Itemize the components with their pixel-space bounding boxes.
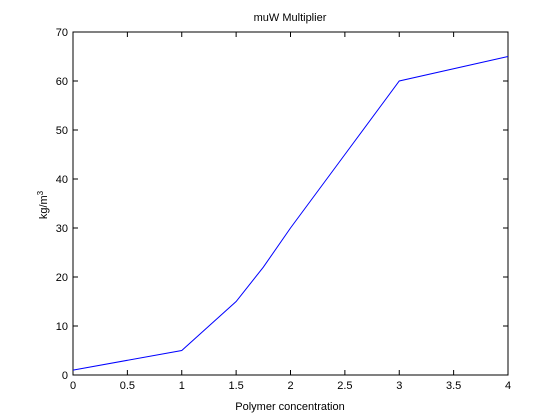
y-tick-label: 10 [56, 321, 68, 333]
y-tick-label: 70 [56, 27, 68, 39]
y-tick-label: 0 [62, 370, 68, 382]
x-axis-label: Polymer concentration [235, 401, 344, 413]
x-tick-label: 0.5 [120, 380, 135, 392]
x-tick-label: 2 [287, 380, 293, 392]
y-axis-label: kg/m3 [36, 190, 50, 219]
y-tick-label: 30 [56, 223, 68, 235]
x-tick-label: 1.5 [228, 380, 243, 392]
chart-title: muW Multiplier [254, 12, 327, 24]
y-axis-ticks: 0 10 20 30 40 50 60 70 [56, 27, 508, 382]
y-tick-label: 40 [56, 174, 68, 186]
x-tick-label: 1 [179, 380, 185, 392]
x-tick-label: 2.5 [337, 380, 352, 392]
x-tick-label: 0 [70, 380, 76, 392]
y-tick-label: 50 [56, 125, 68, 137]
x-tick-label: 4 [505, 380, 511, 392]
x-axis-ticks: 0 0.5 1 1.5 2 2.5 3 3.5 4 [70, 32, 511, 392]
y-axis-label-base: kg/m [38, 195, 50, 219]
y-tick-label: 60 [56, 76, 68, 88]
x-tick-label: 3.5 [446, 380, 461, 392]
x-tick-label: 3 [396, 380, 402, 392]
plot-area [72, 31, 509, 376]
series-layer [72, 56, 509, 371]
y-tick-label: 20 [56, 272, 68, 284]
y-axis-label-superscript: 3 [36, 190, 45, 195]
series-line [72, 56, 509, 371]
